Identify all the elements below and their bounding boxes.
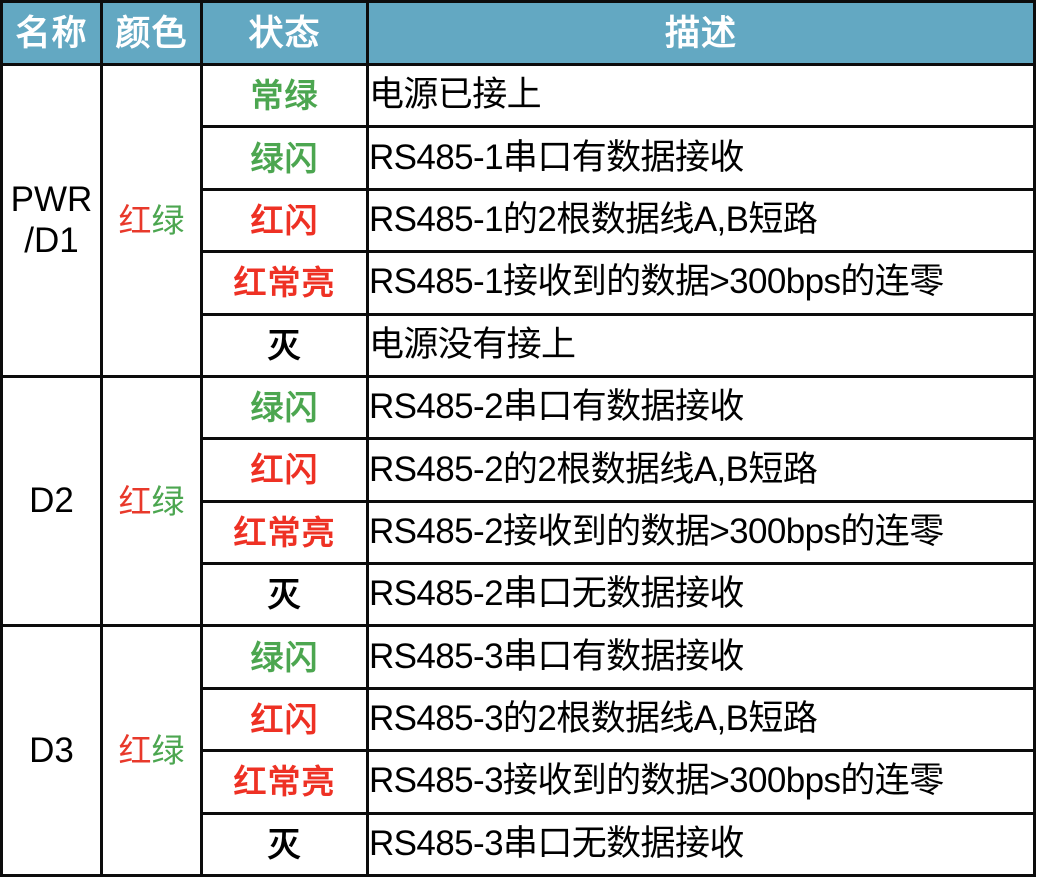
led-description-cell: RS485-1接收到的数据>300bps的连零 <box>366 250 1036 316</box>
led-description-cell: RS485-2的2根数据线A,B短路 <box>366 437 1036 503</box>
table-header: 名称 颜色 状态 描述 <box>0 0 1036 66</box>
table-row: 红闪 RS485-3的2根数据线A,B短路 <box>2 686 1036 753</box>
led-state-cell: 常绿 <box>200 62 369 129</box>
color-label-red: 红 <box>118 482 152 520</box>
led-description-cell: RS485-3串口无数据接收 <box>366 811 1036 877</box>
table-row: 灭 RS485-3串口无数据接收 <box>2 811 1036 877</box>
table-row: 灭电源没有接上 <box>2 312 1036 378</box>
led-description-cell: RS485-3的2根数据线A,B短路 <box>366 686 1036 753</box>
table-row: 绿闪 RS485-1串口有数据接收 <box>2 125 1036 191</box>
led-name-cell: D3 <box>0 624 103 877</box>
table-body: PWR /D1 红绿 常绿 电源已接上 绿闪 RS485-1串口有数据接收 红闪 RS485-… <box>0 62 1036 877</box>
led-state-cell: 绿闪 <box>200 374 369 441</box>
led-state-cell: 灭 <box>200 561 369 628</box>
led-description-cell: 电源没有接上 <box>366 312 1036 378</box>
led-state-cell: 红闪 <box>200 187 369 254</box>
led-name-label: D3 <box>29 731 74 771</box>
column-header-state: 状态 <box>200 0 369 66</box>
led-state-cell: 红常亮 <box>200 749 369 815</box>
table-row: 红闪 RS485-1的2根数据线A,B短路 <box>2 187 1036 254</box>
led-name-label: PWR /D1 <box>10 180 93 261</box>
led-description-cell: RS485-1串口有数据接收 <box>366 125 1036 191</box>
led-state-cell: 红常亮 <box>200 499 369 566</box>
table-row: 红常亮 RS485-1接收到的数据>300bps的连零 <box>2 250 1036 316</box>
led-state-cell: 灭 <box>200 811 369 877</box>
led-state-cell: 红闪 <box>200 437 369 503</box>
table-row: D3 红绿 绿闪 RS485-3串口有数据接收 <box>0 624 1036 877</box>
color-label-red: 红 <box>118 732 152 770</box>
led-name-cell: PWR /D1 <box>0 63 103 378</box>
color-label-red: 红 <box>118 201 152 239</box>
table-row: 红常亮 RS485-3接收到的数据>300bps的连零 <box>2 749 1036 815</box>
led-description-cell: RS485-2接收到的数据>300bps的连零 <box>366 499 1036 566</box>
color-label-green: 绿 <box>151 482 185 520</box>
column-header-color: 颜色 <box>100 0 203 66</box>
column-header-description: 描述 <box>366 0 1036 66</box>
led-color-cell: 红绿 <box>100 63 203 378</box>
led-state-cell: 红闪 <box>200 686 369 753</box>
table-row: D2 红绿 绿闪 RS485-2串口有数据接收 <box>0 374 1036 628</box>
led-name-label: D2 <box>29 481 74 521</box>
led-state-cell: 红常亮 <box>200 250 369 316</box>
led-description-cell: RS485-2串口无数据接收 <box>366 561 1036 628</box>
color-label-green: 绿 <box>151 201 185 239</box>
column-header-name: 名称 <box>0 0 103 66</box>
led-description-cell: RS485-1的2根数据线A,B短路 <box>366 187 1036 254</box>
table-row: 灭 RS485-2串口无数据接收 <box>2 561 1036 628</box>
color-label-green: 绿 <box>151 732 185 770</box>
led-color-cell: 红绿 <box>100 374 203 628</box>
led-description-cell: RS485-2串口有数据接收 <box>366 374 1036 441</box>
table-row: 红闪 RS485-2的2根数据线A,B短路 <box>2 437 1036 503</box>
table-row: 红常亮 RS485-2接收到的数据>300bps的连零 <box>2 499 1036 566</box>
led-color-cell: 红绿 <box>100 624 203 877</box>
led-description-cell: RS485-3接收到的数据>300bps的连零 <box>366 749 1036 815</box>
led-description-cell: RS485-3串口有数据接收 <box>366 624 1036 690</box>
led-name-cell: D2 <box>0 374 103 628</box>
table-header-row: 名称 颜色 状态 描述 <box>0 0 1036 66</box>
led-description-cell: 电源已接上 <box>366 62 1036 129</box>
table-row: PWR /D1 红绿 常绿 电源已接上 <box>0 62 1036 378</box>
led-state-cell: 绿闪 <box>200 624 369 690</box>
led-state-cell: 灭 <box>200 312 369 378</box>
led-state-cell: 绿闪 <box>200 125 369 191</box>
